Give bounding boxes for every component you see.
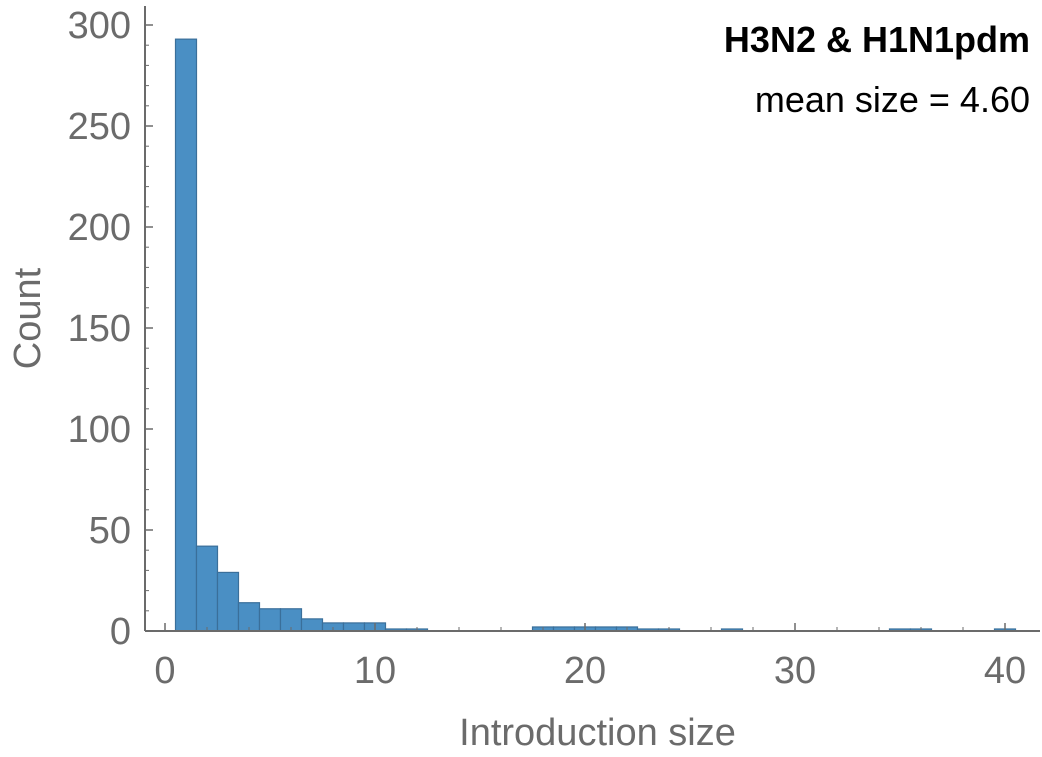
ticks-group: 0 10 20 30 40 0 50 100 150 200 250 300	[68, 5, 1027, 692]
y-axis-label: Count	[7, 267, 49, 369]
x-tick-label: 30	[774, 650, 816, 692]
y-tick-label: 50	[89, 510, 131, 552]
y-tick-label: 0	[110, 611, 131, 653]
histogram-bar	[342, 622, 366, 632]
y-tick-label: 300	[68, 5, 131, 47]
annotation-title: H3N2 & H1N1pdm	[724, 19, 1030, 60]
x-tick-label: 20	[564, 650, 606, 692]
y-tick-label: 100	[68, 409, 131, 451]
bars-group	[174, 38, 1017, 632]
y-tick-label: 150	[68, 308, 131, 350]
axes-group	[144, 6, 1040, 632]
histogram-bar	[258, 608, 282, 632]
histogram-bar	[237, 602, 261, 632]
x-tick-label: 10	[354, 650, 396, 692]
histogram-bar	[300, 618, 324, 632]
y-tick-label: 250	[68, 106, 131, 148]
y-tick-label: 200	[68, 207, 131, 249]
histogram-bar	[195, 545, 219, 632]
annotation-mean-size: mean size = 4.60	[755, 79, 1030, 120]
x-tick-label: 0	[154, 650, 175, 692]
x-tick-label: 40	[984, 650, 1026, 692]
histogram-bar	[216, 571, 240, 632]
histogram-bar	[174, 38, 198, 632]
x-axis-label: Introduction size	[459, 712, 736, 754]
